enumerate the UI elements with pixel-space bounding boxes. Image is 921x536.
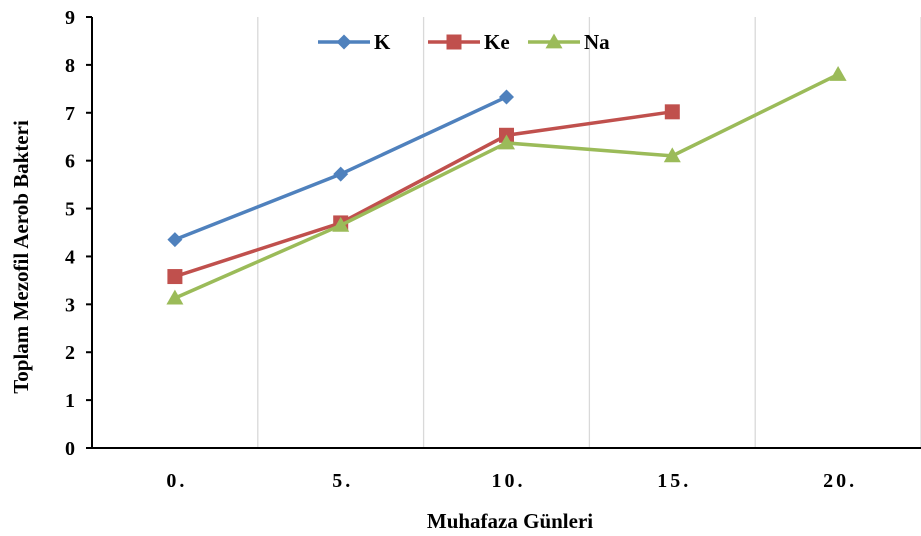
x-tick-label: 10. [492, 470, 526, 492]
legend-entry-ke: Ke [428, 30, 510, 54]
legend: K Ke Na [318, 30, 610, 54]
y-tick-label: 8 [65, 55, 75, 77]
x-tick-labels: 0. 5. 10. 15. 20. [166, 470, 857, 492]
data-point-marker [829, 65, 847, 81]
legend-label: K [374, 30, 391, 54]
legend-entry-k: K [318, 30, 391, 54]
series-line [174, 110, 673, 279]
data-point-marker [664, 104, 680, 120]
y-tick-label: 3 [65, 294, 75, 316]
data-point-marker [499, 89, 514, 105]
y-tick-label: 1 [65, 390, 75, 412]
x-tick-label: 20. [823, 470, 857, 492]
x-tick-label: 15. [657, 470, 691, 492]
y-tick-label: 5 [65, 199, 75, 221]
series-k [167, 89, 514, 248]
x-tick-label: 5. [332, 470, 353, 492]
series-line [174, 72, 839, 300]
legend-label: Na [584, 30, 610, 54]
legend-label: Ke [484, 30, 510, 54]
y-tick-labels: 0 1 2 3 4 5 6 7 8 9 [65, 7, 92, 460]
legend-marker [336, 34, 352, 50]
y-tick-label: 4 [65, 246, 75, 268]
data-point-marker [332, 216, 350, 232]
legend-marker [446, 34, 462, 50]
series-lines [166, 65, 847, 305]
data-point-marker [167, 269, 183, 285]
y-tick-label: 0 [65, 438, 75, 460]
y-axis-title: Toplam Mezofil Aerob Bakteri [9, 120, 33, 394]
legend-entry-na: Na [528, 30, 610, 54]
data-point-marker [167, 232, 183, 248]
vertical-gridlines [257, 17, 921, 448]
y-tick-label: 7 [65, 103, 75, 125]
axes [91, 17, 921, 449]
series-na [166, 65, 847, 305]
y-tick-label: 2 [65, 342, 75, 364]
y-tick-label: 9 [65, 7, 75, 29]
y-tick-label: 6 [65, 151, 75, 173]
legend-marker [545, 33, 563, 49]
data-point-marker [663, 147, 681, 163]
data-point-marker [166, 289, 184, 305]
x-axis-title: Muhafaza Günleri [427, 509, 593, 533]
x-tick-label: 0. [166, 470, 187, 492]
data-point-marker [333, 166, 349, 182]
data-point-marker [498, 134, 515, 150]
